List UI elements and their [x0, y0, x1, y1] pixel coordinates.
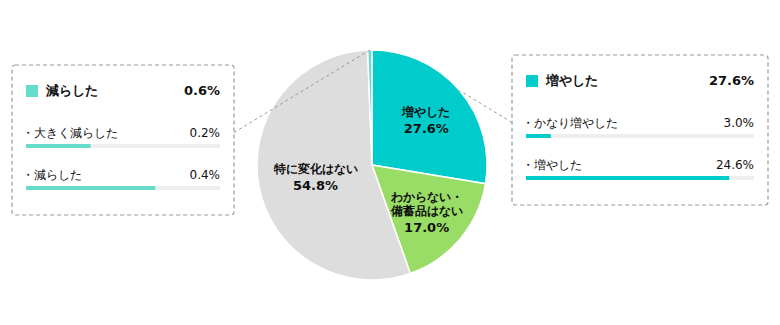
annotation-box: 増やした 27.6% ・かなり増やした 3.0% ・増やした 24.6% [512, 55, 768, 205]
annotation-title: 減らした [45, 83, 98, 98]
swatch [526, 75, 538, 87]
slice-label-line: 備蓄品はない [390, 204, 463, 218]
annotation-bar [526, 134, 551, 138]
annotation-item-value: 3.0% [724, 116, 755, 130]
annotation-bar-track [526, 134, 754, 138]
annotation-item-value: 0.2% [190, 126, 221, 140]
pie-slice [257, 50, 410, 280]
annotation-title: 増やした [545, 73, 598, 88]
slice-value-label: 54.8% [293, 178, 338, 193]
annotation-bar-track [26, 144, 220, 148]
pie-slice [368, 50, 372, 165]
slice-label: 増やした [401, 105, 450, 119]
chart: 増やした27.6%わからない・備蓄品はない17.0%特に変化はない54.8%増や… [0, 0, 780, 325]
connector [460, 91, 512, 123]
pie-slice [372, 50, 487, 184]
slice-value-label: 27.6% [404, 121, 449, 136]
connector [234, 50, 370, 132]
annotation-item-label: ・増やした [522, 158, 582, 172]
annotation-bar [26, 186, 155, 190]
swatch [26, 85, 38, 97]
annotation-bar [26, 144, 91, 148]
annotation-value: 0.6% [184, 83, 220, 98]
slice-value-label: 17.0% [404, 220, 449, 235]
slice-label: 特に変化はない [273, 162, 358, 176]
annotations: 増やした 27.6% ・かなり増やした 3.0% ・増やした 24.6% 減らした 0.6% ・… [12, 50, 768, 215]
slice-label-line: 特に変化はない [273, 162, 358, 176]
slice-label: わからない・備蓄品はない [390, 190, 463, 218]
annotation-bar-track [526, 176, 754, 180]
annotation-box: 減らした 0.6% ・大きく減らした 0.2% ・減らした 0.4% [12, 65, 234, 215]
pie-labels: 増やした 27.6% わからない・備蓄品はない 17.0% 特に変化はない 54.8% [273, 105, 463, 235]
annotation-bar [526, 176, 729, 180]
annotation-item-label: ・減らした [22, 168, 82, 182]
annotation-value: 27.6% [709, 73, 754, 88]
annotation-frame [12, 65, 234, 215]
slice-label-line: わからない・ [390, 190, 463, 204]
annotation-item-label: ・大きく減らした [22, 126, 118, 140]
annotation-item-value: 24.6% [716, 158, 754, 172]
pie [257, 50, 487, 280]
annotation-item-value: 0.4% [190, 168, 221, 182]
annotation-bar-track [26, 186, 220, 190]
annotation-item-label: ・かなり増やした [522, 116, 618, 130]
annotation-frame [512, 55, 768, 205]
slice-label-line: 増やした [401, 105, 450, 119]
